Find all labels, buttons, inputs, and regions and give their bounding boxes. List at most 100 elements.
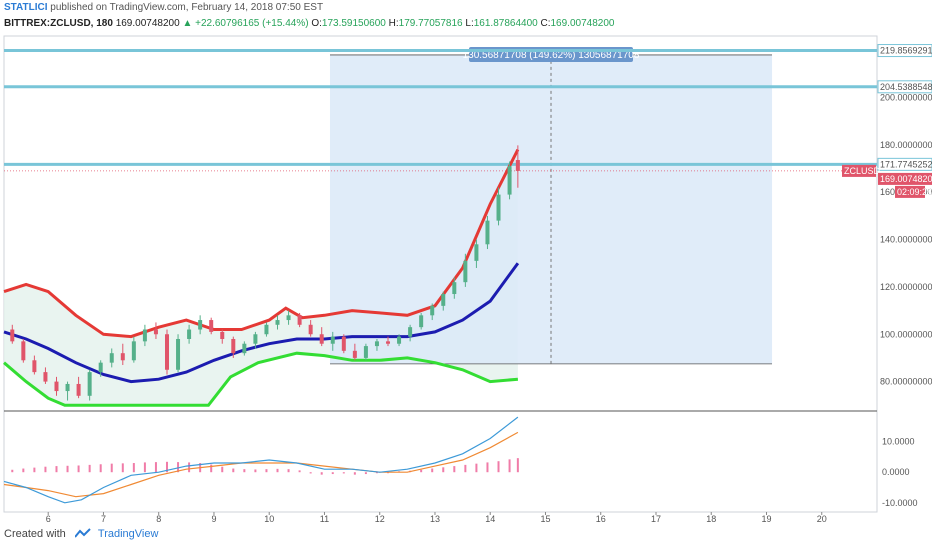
macd-histogram-bar	[33, 467, 36, 473]
author-name[interactable]: STATLICI	[4, 2, 48, 13]
macd-histogram-bar	[431, 468, 434, 473]
macd-histogram-bar	[375, 472, 378, 474]
horizontal-line-tag	[877, 44, 932, 58]
macd-histogram-bar	[221, 466, 224, 473]
macd-histogram-bar	[243, 469, 246, 473]
macd-histogram-bar	[188, 462, 191, 473]
macd-histogram-bar	[177, 462, 180, 473]
macd-histogram-bar	[121, 463, 124, 473]
macd-histogram-bar	[232, 468, 235, 473]
time-tick-label: 6	[46, 514, 51, 524]
publish-info: published on TradingView.com, February 1…	[50, 2, 324, 13]
high-label: H:	[388, 18, 399, 29]
candle-body	[341, 336, 346, 351]
macd-histogram-bar	[77, 465, 80, 473]
macd-histogram-bar	[110, 463, 113, 473]
macd-tick-label: 0.0000	[882, 467, 910, 477]
macd-histogram-bar	[44, 466, 47, 473]
price-tick-label: 180.00000000	[880, 140, 932, 150]
candle-body	[153, 329, 158, 335]
candle-body	[76, 383, 81, 396]
time-tick-label: 18	[706, 514, 716, 524]
macd-histogram-bar	[254, 469, 257, 473]
candle-body	[21, 341, 26, 361]
time-tick-label: 11	[320, 514, 329, 524]
macd-histogram-bar	[265, 469, 268, 473]
time-tick-label: 14	[485, 514, 495, 524]
candle-body	[463, 260, 468, 283]
candle-body	[496, 194, 501, 221]
price-chart[interactable]: 200.00000000180.00000000160.00000000140.…	[0, 0, 932, 525]
candle-body	[176, 338, 181, 370]
measure-box	[329, 54, 773, 364]
time-tick-label: 16	[596, 514, 606, 524]
candle-body	[308, 324, 313, 335]
last-price-tag-bg	[878, 172, 932, 185]
time-tick-label: 17	[651, 514, 661, 524]
footer: Created with TradingView	[4, 528, 158, 540]
time-tick-label: 13	[430, 514, 440, 524]
macd-histogram-bar	[22, 468, 25, 473]
candle-body	[419, 315, 424, 328]
time-tick-label: 9	[211, 514, 216, 524]
macd-histogram-bar	[55, 466, 58, 473]
macd-tick-label: -10.0000	[882, 498, 918, 508]
macd-histogram-bar	[154, 462, 157, 473]
created-with-label: Created with	[4, 528, 66, 540]
candle-body	[352, 350, 357, 358]
macd-histogram-bar	[143, 462, 146, 473]
candle-body	[374, 341, 379, 347]
candle-body	[330, 336, 335, 344]
symbol-tag: ZCLUSD	[844, 166, 881, 176]
candle-body	[142, 329, 147, 342]
time-tick-label: 7	[101, 514, 106, 524]
last-price-tag: 169.00748200	[880, 174, 932, 184]
macd-histogram-bar	[353, 472, 356, 475]
candle-body	[164, 334, 169, 370]
horizontal-line-value: 219.85692912	[880, 46, 932, 56]
candle-body	[109, 353, 114, 363]
candle-body	[120, 353, 125, 361]
candle-body	[485, 220, 490, 245]
macd-histogram-bar	[287, 469, 290, 473]
macd-histogram-bar	[331, 472, 334, 475]
candle-body	[264, 324, 269, 335]
macd-histogram-bar	[508, 459, 511, 473]
macd-histogram-bar	[320, 472, 323, 475]
macd-histogram-bar	[364, 472, 367, 475]
bollinger-upper	[3, 148, 520, 339]
candle-body	[98, 362, 103, 373]
horizontal-line-value: 171.77452520	[880, 159, 932, 169]
candle-body	[242, 343, 247, 354]
candle-body	[430, 305, 435, 316]
candle-body	[452, 282, 457, 295]
macd-line	[3, 416, 519, 504]
open-value: 173.59150600	[321, 18, 386, 29]
countdown-tag: 02:09:28	[897, 187, 932, 197]
macd-histogram-bar	[165, 461, 168, 473]
candle-body	[275, 320, 280, 325]
price-tick-label: 100.00000000	[880, 329, 932, 339]
countdown-tag-bg	[895, 185, 925, 198]
macd-histogram-bar	[66, 465, 69, 473]
low-label: L:	[465, 18, 474, 29]
macd-histogram-bar	[210, 464, 213, 473]
time-tick-label: 20	[817, 514, 827, 524]
macd-histogram-bar	[342, 472, 345, 474]
bollinger-lower	[3, 351, 519, 407]
brand-name[interactable]: TradingView	[97, 528, 159, 540]
symbol-tag-bg	[842, 164, 876, 177]
horizontal-line-value: 204.53885484	[880, 82, 932, 92]
candle-body	[54, 381, 59, 392]
price-tick-label: 80.00000000	[880, 377, 932, 387]
macd-histogram-bar	[88, 464, 91, 473]
time-tick-label: 12	[375, 514, 385, 524]
candle-body	[198, 320, 203, 330]
candle-body	[386, 341, 391, 344]
macd-tick-label: 10.0000	[882, 437, 915, 447]
macd-histogram-bar	[276, 468, 279, 473]
candle-body	[286, 315, 291, 321]
measure-label-text: 130.56871708 (149.62%) 13056871708	[463, 50, 640, 61]
candle-body	[65, 383, 70, 392]
low-value: 161.87864400	[473, 18, 538, 29]
